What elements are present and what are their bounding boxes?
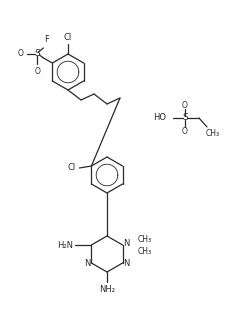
Text: N: N	[84, 258, 91, 268]
Text: O: O	[17, 50, 23, 58]
Text: O: O	[182, 100, 188, 110]
Text: S: S	[35, 50, 40, 58]
Text: HO: HO	[153, 113, 166, 123]
Text: S: S	[182, 113, 188, 123]
Text: F: F	[44, 34, 49, 44]
Text: NH₂: NH₂	[99, 285, 115, 295]
Text: Cl: Cl	[64, 33, 72, 42]
Text: N: N	[123, 259, 130, 269]
Text: CH₃: CH₃	[206, 129, 220, 137]
Text: CH₃: CH₃	[137, 234, 152, 244]
Text: O: O	[182, 126, 188, 136]
Text: Cl: Cl	[67, 162, 76, 172]
Text: H₂N: H₂N	[57, 240, 73, 250]
Text: N: N	[123, 240, 130, 248]
Text: CH₃: CH₃	[137, 246, 152, 256]
Text: O: O	[34, 66, 40, 76]
